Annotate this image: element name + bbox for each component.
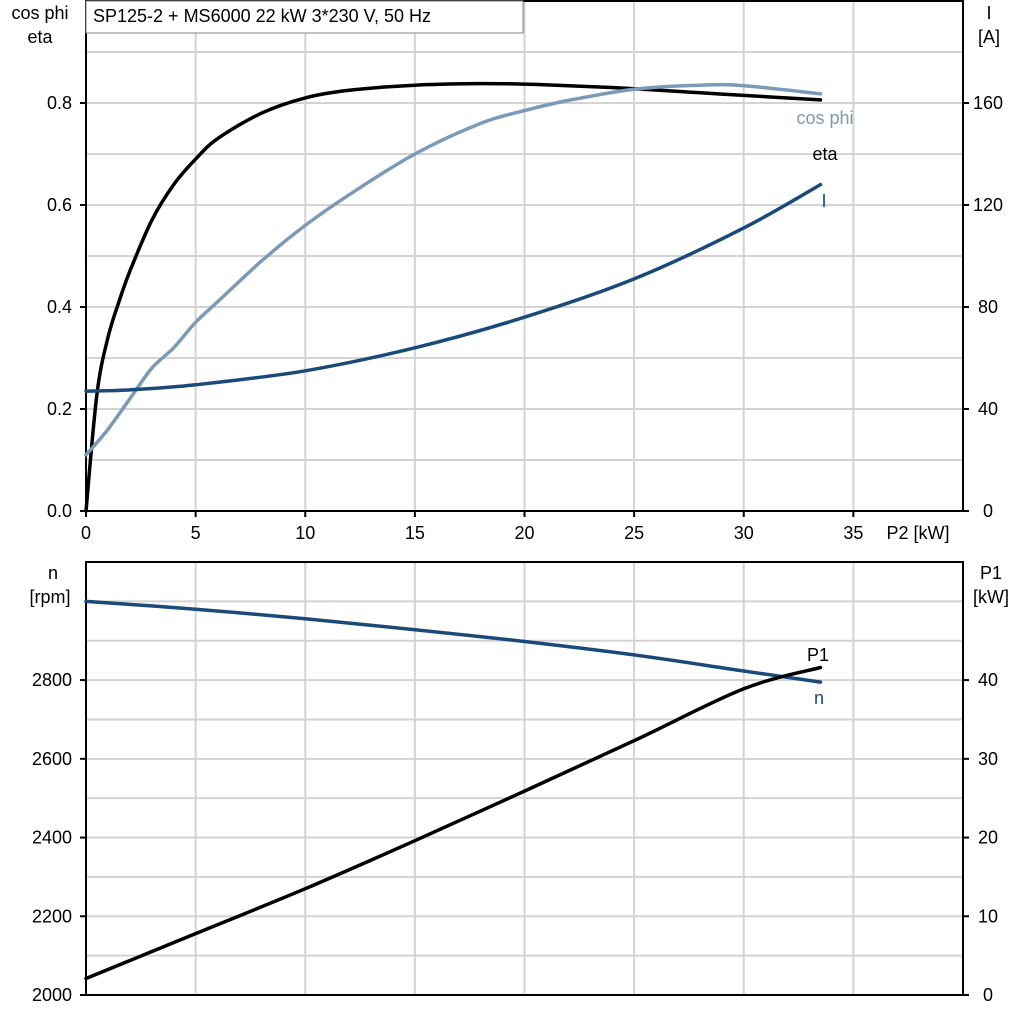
title-box [85,0,524,34]
chart-title: SP125-2 + MS6000 22 kW 3*230 V, 50 Hz [93,6,431,26]
bottom-left-tick-label: 2200 [32,906,72,926]
bottom-grid [86,562,963,995]
bottom-right-axis-label-1: P1 [980,563,1002,583]
x-tick-label: 15 [405,523,425,543]
series-line-speed [84,599,823,684]
x-tick-label: 25 [624,523,644,543]
series-line-p1 [84,665,823,981]
series-line-cosphi [84,82,823,457]
bottom-ticks: 2000 2200 2400 2600 2800 0 10 20 30 40 [32,670,998,1005]
series-line-current [84,182,823,393]
bottom-right-tick-label: 40 [978,670,998,690]
bottom-right-tick-label: 20 [978,828,998,848]
x-tick-label: 5 [191,523,201,543]
curve-label-p1: P1 [807,645,829,665]
bottom-panel: 2000 2200 2400 2600 2800 0 10 20 30 40 n [rpm] P1… [29,561,1009,1005]
x-tick-label: 20 [514,523,534,543]
x-axis-label: P2 [kW] [886,523,949,543]
top-right-axis-label-2: [A] [978,27,1000,47]
top-grid [86,1,963,511]
top-curves [84,81,823,513]
top-left-tick-label: 0.0 [47,501,72,521]
bottom-left-tick-label: 2800 [32,670,72,690]
top-left-axis-label-1: cos phi [11,3,68,23]
x-tick-label: 30 [734,523,754,543]
top-left-axis-label-2: eta [27,27,53,47]
bottom-left-axis-label-2: [rpm] [29,587,70,607]
bottom-right-axis-label-2: [kW] [973,587,1009,607]
top-left-tick-label: 0.2 [47,399,72,419]
x-tick-label: 0 [81,523,91,543]
curve-label-eta: eta [812,144,838,164]
bottom-left-tick-label: 2400 [32,828,72,848]
top-left-tick-label: 0.4 [47,297,72,317]
top-left-tick-label: 0.8 [47,93,72,113]
top-right-tick-label: 40 [978,399,998,419]
curve-label-current: I [821,191,826,211]
bottom-left-tick-label: 2000 [32,985,72,1005]
top-right-tick-label: 120 [973,195,1003,215]
top-ticks: 0.0 0.2 0.4 0.6 0.8 0 40 80 120 160 0 5 10 15 20 25 30 35 [47,93,1003,543]
bottom-left-axis-label-1: n [48,563,58,583]
bottom-plot-frame [85,561,964,996]
bottom-right-tick-label: 0 [983,985,993,1005]
bottom-right-tick-label: 30 [978,749,998,769]
top-right-tick-label: 160 [973,93,1003,113]
x-tick-label: 10 [295,523,315,543]
curve-label-n: n [814,688,824,708]
top-right-axis-label-1: I [986,3,991,23]
bottom-right-tick-label: 10 [978,906,998,926]
bottom-curves [84,599,823,981]
top-panel: 0.0 0.2 0.4 0.6 0.8 0 40 80 120 160 0 5 10 15 20 25 30 35… [11,0,1003,543]
x-tick-label: 35 [843,523,863,543]
top-right-tick-label: 80 [978,297,998,317]
top-left-tick-label: 0.6 [47,195,72,215]
curve-label-cosphi: cos phi [796,108,853,128]
bottom-left-tick-label: 2600 [32,749,72,769]
top-right-tick-label: 0 [983,501,993,521]
